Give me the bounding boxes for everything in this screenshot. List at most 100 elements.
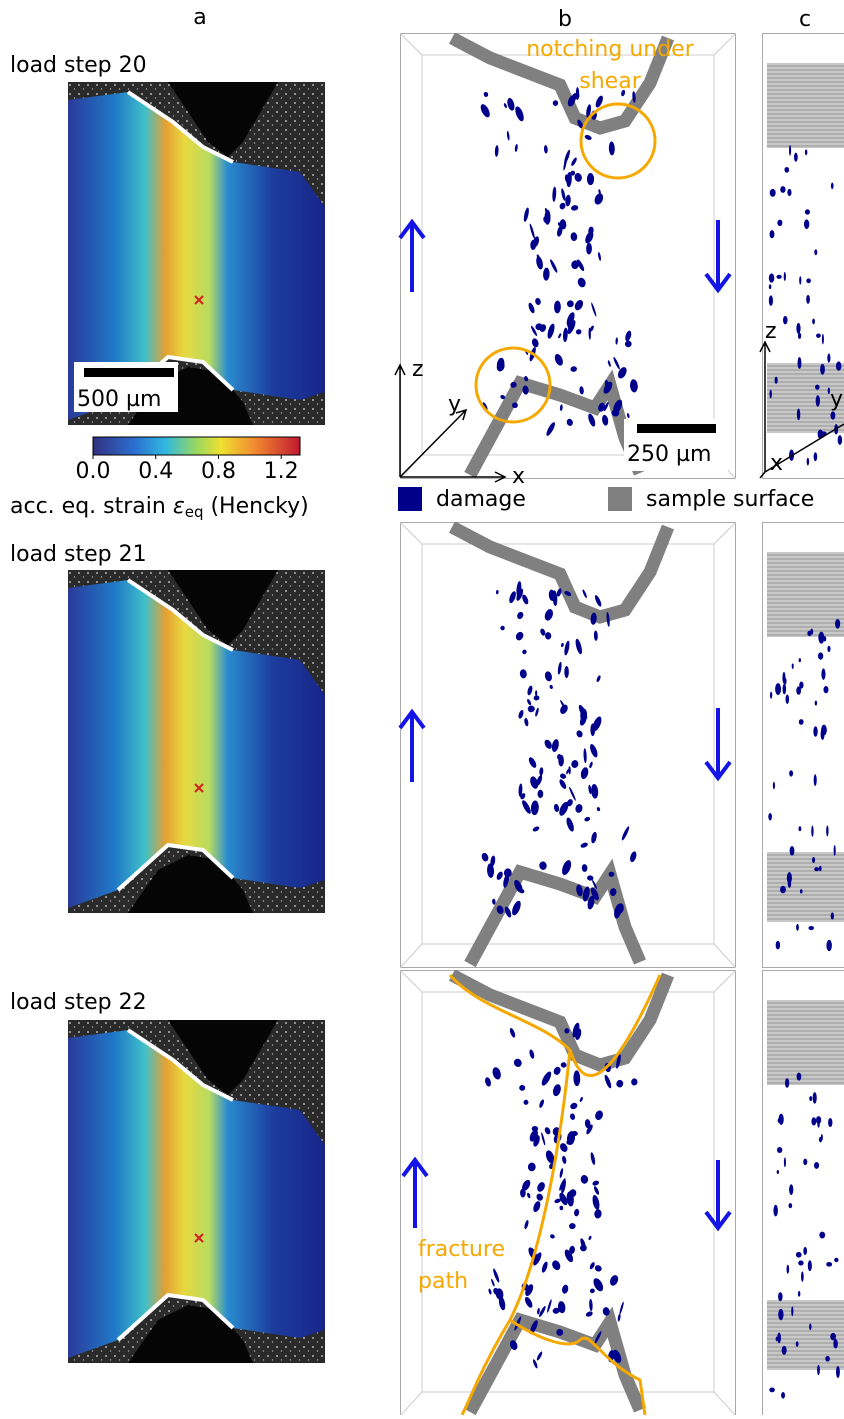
- damage-speck: [527, 705, 535, 713]
- damage-speck: [524, 718, 529, 727]
- label-symbol: ε: [173, 494, 185, 519]
- damage-speck: [560, 188, 566, 201]
- damage-speck: [827, 353, 830, 362]
- damage-speck: [593, 192, 605, 206]
- damage-speck: [481, 852, 490, 862]
- damage-speck: [551, 1259, 562, 1271]
- damage-speck: [624, 330, 632, 342]
- axis-label: x: [512, 464, 525, 489]
- strain-map: [68, 570, 325, 913]
- damage-speck: [569, 1223, 576, 1229]
- damage-speck: [514, 144, 518, 152]
- damage-speck: [574, 803, 583, 813]
- damage-speck: [769, 1388, 775, 1393]
- damage-speck: [580, 842, 589, 849]
- damage-speck: [590, 1152, 596, 1165]
- damage-speck: [561, 1284, 569, 1294]
- damage-speck: [812, 318, 815, 324]
- damage-speck: [529, 223, 536, 239]
- damage-speck: [819, 1232, 825, 1239]
- damage-speck: [543, 608, 554, 622]
- damage-speck: [798, 1291, 800, 1297]
- damage-speck: [526, 1192, 531, 1198]
- damage-speck: [786, 695, 790, 704]
- legend-label: damage: [436, 487, 526, 512]
- label-subscript: eq: [185, 503, 204, 521]
- damage-speck: [583, 748, 587, 763]
- damage-speck: [596, 675, 602, 683]
- damage-speck: [528, 1162, 536, 1171]
- damage-speck: [538, 1099, 545, 1109]
- damage-speck: [814, 867, 819, 871]
- strain-map: [68, 1020, 325, 1363]
- damage-speck: [495, 145, 499, 157]
- damage-speck: [541, 1261, 549, 1273]
- damage-speck: [825, 1356, 830, 1362]
- damage-speck: [814, 249, 817, 255]
- damage-speck: [816, 395, 820, 407]
- damage-speck: [582, 589, 588, 599]
- scale-bar: [637, 424, 716, 433]
- damage-speck: [807, 458, 810, 466]
- damage-speck: [779, 1114, 784, 1125]
- damage-speck: [549, 684, 553, 689]
- damage-speck: [559, 1168, 564, 1178]
- damage-speck: [539, 861, 547, 870]
- damage-speck: [573, 1070, 580, 1086]
- damage-speck: [558, 333, 562, 339]
- damage-speck: [783, 316, 788, 325]
- damage-speck: [569, 1113, 575, 1121]
- damage-speck: [796, 686, 801, 694]
- damage-speck: [800, 889, 803, 893]
- damage-speck: [560, 404, 563, 411]
- damage-speck: [590, 302, 597, 317]
- damage-speck: [566, 418, 574, 427]
- damage-speck: [788, 1203, 792, 1208]
- damage-speck: [579, 1096, 583, 1102]
- damage-speck: [816, 1116, 821, 1124]
- damage-speck: [805, 149, 807, 155]
- damage-speck: [831, 912, 834, 919]
- damage-speck: [805, 209, 810, 214]
- damage-speck: [799, 658, 801, 662]
- colorbar-tick-label: 0.0: [76, 459, 111, 484]
- row-label: load step 22: [10, 990, 147, 1015]
- damage-speck: [806, 295, 810, 304]
- damage-speck: [533, 695, 540, 701]
- damage-speck: [483, 91, 489, 97]
- damage-speck: [782, 1346, 787, 1355]
- damage-speck: [549, 1234, 555, 1240]
- damage-speck: [814, 774, 817, 786]
- annotation: path: [418, 1269, 468, 1294]
- damage-speck: [626, 413, 629, 418]
- damage-speck: [571, 760, 579, 769]
- arrow: [400, 222, 424, 292]
- damage-speck: [607, 360, 611, 367]
- damage-speck: [589, 761, 594, 768]
- damage-speck: [811, 825, 813, 836]
- damage-speck: [797, 409, 800, 421]
- damage-speck: [819, 1137, 822, 1142]
- damage-speck: [577, 277, 587, 289]
- damage-speck: [778, 1292, 782, 1301]
- axis-label: y: [830, 387, 843, 412]
- arrow: [403, 1160, 427, 1228]
- damage-speck: [559, 773, 567, 780]
- damage-speck: [564, 666, 569, 678]
- axis-label: z: [765, 319, 777, 344]
- damage-speck: [563, 328, 569, 343]
- damage-speck: [512, 402, 518, 408]
- damage-speck: [796, 323, 800, 334]
- damage-speck: [826, 825, 828, 836]
- damage-speck: [591, 784, 599, 799]
- damage-speck: [586, 243, 592, 255]
- arrow: [706, 708, 730, 778]
- damage-speck: [581, 864, 587, 872]
- damage-speck: [629, 851, 638, 863]
- damage-speck: [833, 1339, 838, 1348]
- damage-speck: [488, 1288, 492, 1295]
- damage-speck: [552, 1083, 562, 1097]
